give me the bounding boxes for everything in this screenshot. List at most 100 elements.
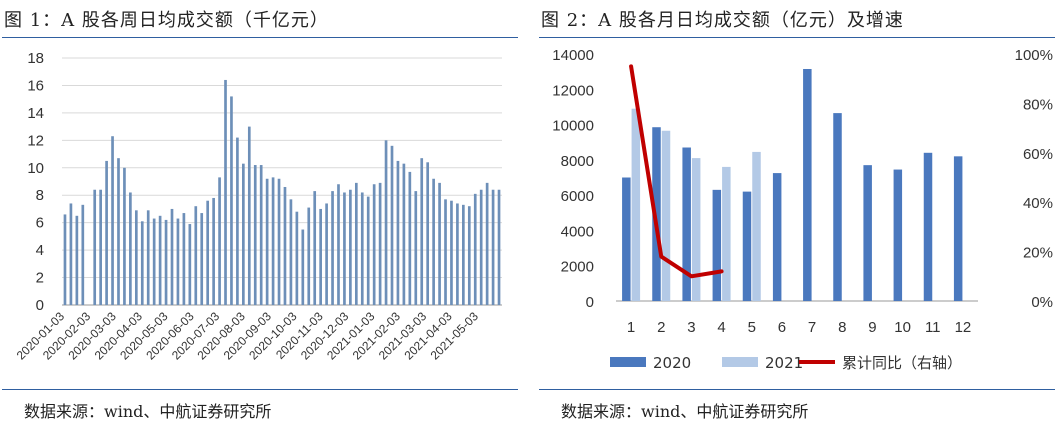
left-title-divider xyxy=(2,37,518,38)
bar-2020 xyxy=(803,68,812,301)
x-tick-label: 2 xyxy=(657,319,665,336)
x-tick-label: 11 xyxy=(925,319,941,336)
bar-2021 xyxy=(722,166,731,301)
weekly-bar xyxy=(63,214,67,305)
weekly-bar xyxy=(140,221,144,305)
y-tick-label: 12 xyxy=(27,132,44,149)
weekly-bar xyxy=(307,207,311,305)
weekly-bar xyxy=(271,177,275,305)
y-tick-label: 2 xyxy=(36,270,44,287)
weekly-bar xyxy=(456,203,459,305)
weekly-turnover-chart: 0246810121416182020-01-032020-02-032020-… xyxy=(14,50,502,363)
weekly-bar xyxy=(117,158,120,305)
weekly-bar xyxy=(69,203,73,305)
right-y-tick-label: 20% xyxy=(1023,245,1053,262)
legend-swatch xyxy=(722,357,758,367)
right-chart-panel: 图 2：A 股各月日均成交额（亿元）及增速 0 2000 4000 6000 8000 1… xyxy=(537,0,1060,429)
weekly-bar xyxy=(134,210,138,305)
bar-2020 xyxy=(923,152,933,301)
weekly-bar xyxy=(194,206,198,305)
y-tick-label: 6 xyxy=(36,215,44,232)
left-y-tick-label: 8000 xyxy=(561,153,594,170)
weekly-bar xyxy=(75,215,79,305)
x-tick-label: 7 xyxy=(808,319,816,336)
left-y-tick-label: 10000 xyxy=(552,118,594,135)
weekly-bar xyxy=(337,184,340,305)
weekly-bar xyxy=(432,178,435,305)
weekly-bar xyxy=(319,208,322,305)
y-tick-label: 10 xyxy=(27,160,44,177)
weekly-bar xyxy=(158,215,162,305)
legend-swatch xyxy=(610,357,646,367)
weekly-bar xyxy=(414,191,418,305)
y-tick-label: 16 xyxy=(27,77,44,94)
x-tick-label: 10 xyxy=(894,319,911,336)
weekly-bar xyxy=(123,167,126,305)
monthly-turnover-chart: 0 2000 4000 6000 8000 10000 12000 14000 0% 20% 40%… xyxy=(552,47,1053,372)
right-y-tick-label: 0% xyxy=(1031,294,1053,311)
bar-2020 xyxy=(742,191,752,301)
weekly-bar xyxy=(372,184,376,305)
weekly-bar xyxy=(93,189,97,305)
weekly-bar xyxy=(378,182,382,305)
y-tick-label: 8 xyxy=(36,187,44,204)
weekly-bar xyxy=(384,140,388,305)
weekly-bar xyxy=(331,191,334,305)
left-y-tick-label: 2000 xyxy=(561,259,594,276)
right-y-tick-label: 40% xyxy=(1023,195,1053,212)
growth-line xyxy=(629,64,724,279)
left-y-tick-label: 6000 xyxy=(561,188,594,205)
weekly-bar xyxy=(390,145,394,305)
x-tick-label: 4 xyxy=(717,319,725,336)
bar-2021 xyxy=(691,158,701,301)
weekly-bar xyxy=(420,158,424,305)
right-y-tick-label: 60% xyxy=(1023,146,1053,163)
weekly-bar xyxy=(479,189,483,305)
bar-2020 xyxy=(893,169,903,301)
weekly-bar xyxy=(242,163,245,305)
weekly-bar xyxy=(366,196,370,305)
bar-2021 xyxy=(631,108,641,301)
weekly-bar xyxy=(277,178,281,305)
left-chart-panel: 图 1：A 股各周日均成交额（千亿元） 0 2 4 6 8 10 12 14 16 18 2020-… xyxy=(0,0,525,429)
y-tick-label: 18 xyxy=(27,50,44,67)
weekly-bar xyxy=(343,192,346,305)
right-y-tick-label: 100% xyxy=(1015,47,1053,64)
weekly-bar xyxy=(164,219,168,305)
weekly-bar xyxy=(253,165,257,305)
x-tick-label: 3 xyxy=(687,319,695,336)
weekly-bar xyxy=(301,229,305,305)
bar-2020 xyxy=(953,156,963,301)
weekly-bar xyxy=(354,182,358,305)
y-tick-label: 4 xyxy=(36,242,44,259)
weekly-bar xyxy=(289,199,293,305)
weekly-bar xyxy=(176,218,180,305)
weekly-bar xyxy=(485,182,489,305)
weekly-bar xyxy=(283,186,287,305)
weekly-bar xyxy=(497,189,501,305)
weekly-bar xyxy=(236,137,239,305)
right-source-note: 数据来源：wind、中航证券研究所 xyxy=(561,402,809,421)
left-y-tick-label: 0 xyxy=(586,294,594,311)
weekly-bar xyxy=(467,206,471,305)
x-tick-label: 9 xyxy=(868,319,876,336)
weekly-bar xyxy=(462,204,465,305)
legend-label: 2020 xyxy=(653,354,691,372)
bar-2020 xyxy=(682,147,691,301)
weekly-bar xyxy=(444,199,447,305)
weekly-bar xyxy=(408,171,412,305)
left-chart-title: 图 1：A 股各周日均成交额（千亿元） xyxy=(4,10,329,31)
weekly-bar xyxy=(259,165,263,305)
weekly-bar xyxy=(182,213,186,305)
weekly-bar xyxy=(200,213,204,305)
bar-2020 xyxy=(622,177,631,301)
weekly-bar xyxy=(230,96,233,305)
weekly-bar xyxy=(146,210,150,305)
bar-2021 xyxy=(752,151,761,301)
weekly-bar xyxy=(349,189,352,305)
y-tick-label: 0 xyxy=(36,297,44,314)
weekly-bar xyxy=(265,178,269,305)
weekly-bar xyxy=(188,224,192,305)
left-y-tick-label: 4000 xyxy=(561,223,594,240)
x-tick-label: 12 xyxy=(955,319,972,336)
